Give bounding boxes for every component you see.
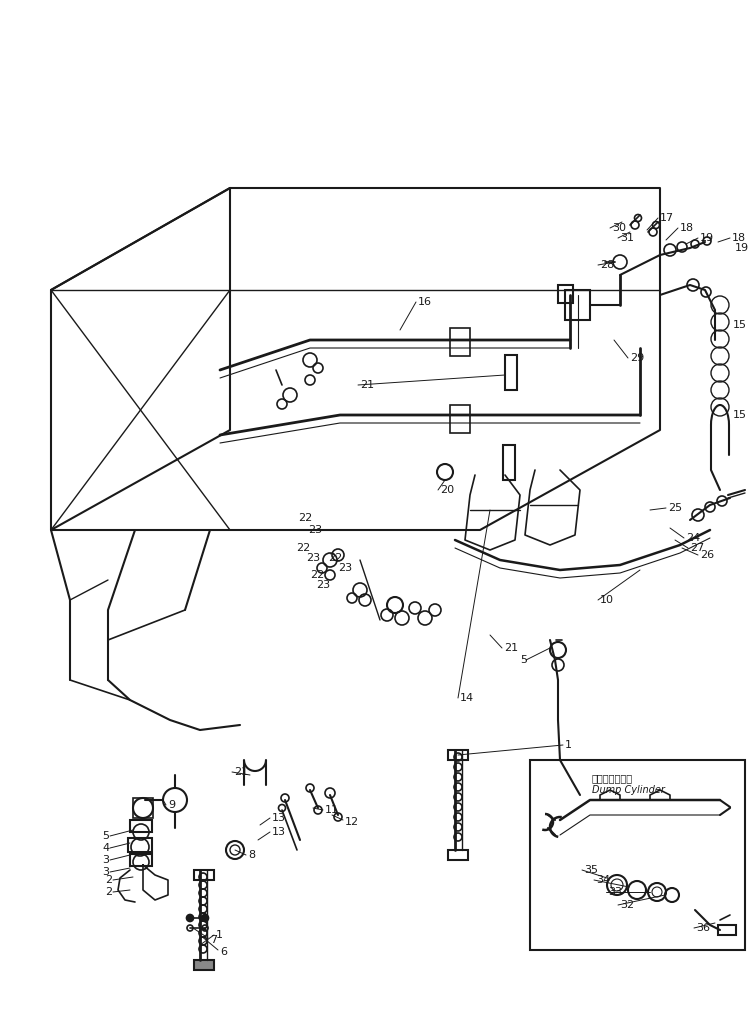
Text: 5: 5	[520, 655, 527, 665]
Text: 18: 18	[680, 223, 694, 233]
Bar	[448, 850, 468, 860]
Text: 23: 23	[338, 563, 352, 573]
Bar	[194, 960, 214, 970]
Text: 23: 23	[316, 580, 330, 590]
Text: 4: 4	[102, 843, 109, 853]
Text: 13: 13	[272, 813, 286, 823]
Text: 15: 15	[733, 410, 747, 420]
Text: 29: 29	[630, 353, 644, 363]
Text: 32: 32	[620, 900, 634, 910]
Text: Dump Cylinder: Dump Cylinder	[592, 785, 665, 795]
Text: 16: 16	[418, 297, 432, 308]
Text: 23: 23	[306, 554, 320, 563]
Text: 33: 33	[608, 887, 622, 897]
Text: 6: 6	[220, 947, 227, 957]
Bar	[130, 820, 152, 832]
Text: 24: 24	[686, 533, 700, 543]
Text: 27: 27	[690, 543, 704, 554]
Bar	[128, 838, 152, 852]
Bar	[130, 854, 152, 866]
Text: 20: 20	[440, 485, 454, 495]
Circle shape	[202, 914, 208, 921]
Text: 1: 1	[565, 740, 572, 750]
Text: 22: 22	[298, 512, 313, 523]
Text: 2: 2	[105, 875, 112, 885]
Text: 18: 18	[732, 233, 746, 243]
Bar	[503, 445, 515, 480]
Text: 34: 34	[596, 875, 610, 885]
Bar	[565, 290, 590, 320]
Text: 13: 13	[272, 827, 286, 837]
Bar	[448, 750, 468, 760]
Text: 31: 31	[620, 233, 634, 243]
Text: 22: 22	[328, 554, 342, 563]
Bar	[530, 760, 745, 950]
Text: 9: 9	[168, 800, 175, 810]
Bar	[558, 285, 573, 303]
Text: 35: 35	[584, 865, 598, 875]
Text: ダンプシリンダ: ダンプシリンダ	[592, 773, 633, 783]
Circle shape	[186, 914, 193, 921]
Text: 8: 8	[248, 850, 255, 860]
Text: 2: 2	[105, 887, 112, 897]
Text: 5: 5	[102, 831, 109, 840]
Text: 22: 22	[296, 543, 310, 554]
Text: 12: 12	[345, 817, 359, 827]
Text: 19: 19	[735, 243, 749, 253]
Text: 19: 19	[700, 233, 714, 243]
Text: 25: 25	[668, 503, 682, 512]
Text: 36: 36	[696, 922, 710, 933]
Bar	[133, 798, 153, 818]
Bar	[505, 355, 517, 390]
Text: 10: 10	[600, 594, 614, 605]
Text: 15: 15	[733, 320, 747, 330]
Text: 26: 26	[700, 550, 714, 560]
Text: 14: 14	[460, 693, 474, 703]
Text: 23: 23	[308, 525, 322, 535]
Text: 17: 17	[660, 213, 674, 223]
Bar	[450, 328, 470, 356]
Bar	[450, 405, 470, 433]
Text: 30: 30	[612, 223, 626, 233]
Text: 21: 21	[234, 767, 248, 777]
Text: 11: 11	[325, 805, 339, 815]
Text: 3: 3	[102, 855, 109, 865]
Text: 28: 28	[600, 260, 615, 270]
Text: 21: 21	[360, 380, 374, 390]
Text: 7: 7	[210, 935, 217, 945]
Text: 21: 21	[504, 643, 518, 653]
Text: 22: 22	[310, 570, 324, 580]
Text: 1: 1	[216, 930, 223, 940]
Bar	[718, 925, 736, 935]
Bar	[194, 870, 214, 880]
Text: 3: 3	[102, 867, 109, 877]
